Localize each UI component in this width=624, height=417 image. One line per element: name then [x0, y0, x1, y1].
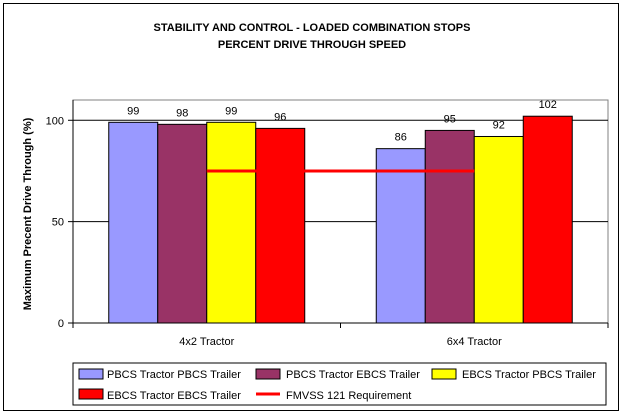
data-label: 96	[274, 111, 286, 123]
x-tick-label: 4x2 Tractor	[179, 336, 234, 348]
data-label: 86	[395, 132, 407, 144]
data-label: 102	[539, 99, 557, 111]
bar	[375, 148, 426, 324]
data-labels: 99 98 99 96 86 95 92 102	[127, 99, 557, 143]
data-label: 95	[444, 113, 456, 125]
y-tick-label: 0	[58, 318, 64, 330]
legend-label-ebcs-pbcs: EBCS Tractor PBCS Trailer	[462, 369, 596, 381]
bar	[522, 115, 573, 324]
legend-label-pbcs-pbcs: PBCS Tractor PBCS Trailer	[107, 369, 241, 381]
bar	[424, 129, 475, 324]
legend-box	[72, 362, 607, 406]
y-tick-label: 100	[46, 115, 64, 127]
x-tick-label: 6x4 Tractor	[447, 336, 502, 348]
bar	[473, 135, 524, 324]
y-axis-label: Maximum Precent Drive Through (%)	[22, 117, 34, 310]
bar	[108, 121, 159, 324]
legend-swatch-ebcs-pbcs	[431, 368, 457, 380]
legend-swatch-ebcs-ebcs	[78, 388, 104, 400]
bar	[255, 127, 306, 324]
bars	[108, 115, 573, 324]
y-tick-label: 50	[52, 217, 64, 229]
data-label: 99	[225, 105, 237, 117]
chart-subtitle: PERCENT DRIVE THROUGH SPEED	[218, 39, 406, 51]
bar	[206, 121, 257, 324]
legend-label-requirement: FMVSS 121 Requirement	[286, 390, 411, 402]
data-label: 99	[127, 105, 139, 117]
chart-title: STABILITY AND CONTROL - LOADED COMBINATI…	[154, 22, 471, 34]
axes: 0 50 100 4x2 Tractor 6x4 Tractor	[46, 100, 609, 348]
data-label: 92	[493, 119, 505, 131]
legend-label-pbcs-ebcs: PBCS Tractor EBCS Trailer	[286, 369, 420, 381]
legend-label-ebcs-ebcs: EBCS Tractor EBCS Trailer	[107, 390, 241, 402]
bar	[157, 123, 208, 324]
legend-swatch-pbcs-ebcs	[255, 368, 281, 380]
data-label: 98	[176, 107, 188, 119]
legend-swatch-pbcs-pbcs	[78, 368, 104, 380]
